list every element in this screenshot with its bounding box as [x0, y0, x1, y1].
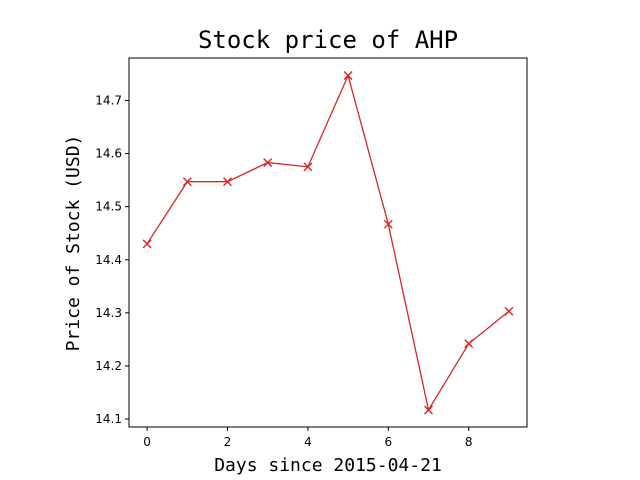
- data-point-marker: [464, 339, 474, 349]
- plot-area-frame: [128, 57, 528, 428]
- x-tick-label: 2: [224, 435, 232, 449]
- y-axis: 14.1 14.2 14.3 14.4 14.5 14.6 14.7: [95, 93, 129, 426]
- x-tick-label: 8: [465, 435, 473, 449]
- data-point-marker: [263, 158, 273, 168]
- y-tick-label: 14.3: [95, 306, 122, 320]
- x-tick-label: 4: [304, 435, 312, 449]
- y-axis-label: Price of Stock (USD): [63, 135, 84, 352]
- y-tick-label: 14.1: [95, 412, 122, 426]
- series-line: [146, 73, 510, 412]
- data-point-marker: [383, 219, 393, 229]
- series-layer: [142, 71, 514, 415]
- y-tick-label: 14.6: [95, 147, 122, 161]
- data-point-marker: [222, 177, 232, 187]
- data-point-marker: [504, 306, 514, 316]
- data-point-marker: [182, 177, 192, 187]
- data-point-marker: [303, 162, 313, 172]
- y-tick-label: 14.2: [95, 359, 122, 373]
- y-tick-label: 14.4: [95, 253, 122, 267]
- y-tick-label: 14.5: [95, 200, 122, 214]
- x-tick-label: 6: [384, 435, 392, 449]
- y-tick-label: 14.7: [95, 93, 122, 107]
- x-axis: 0 2 4 6 8: [143, 427, 473, 449]
- x-axis-label: Days since 2015-04-21: [214, 455, 442, 476]
- data-point-marker: [142, 239, 152, 249]
- chart-title: Stock price of AHP: [198, 26, 458, 54]
- data-point-marker: [343, 71, 353, 81]
- data-point-marker: [424, 405, 434, 415]
- x-tick-label: 0: [143, 435, 151, 449]
